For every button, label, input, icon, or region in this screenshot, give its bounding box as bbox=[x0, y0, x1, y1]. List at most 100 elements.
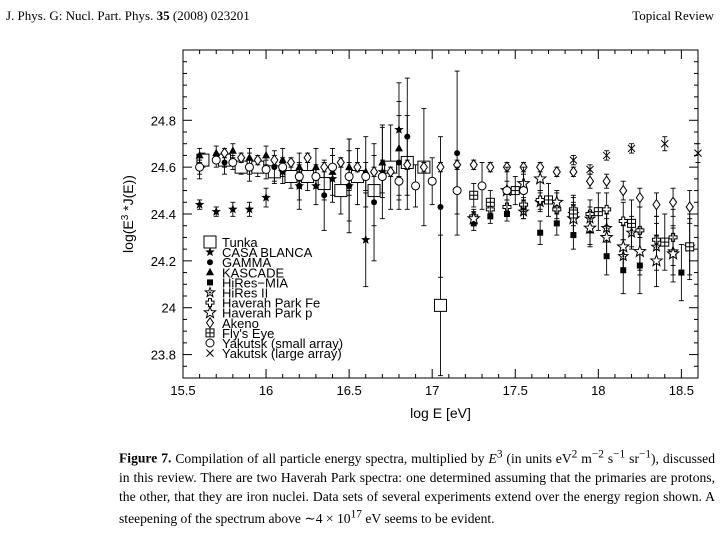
data-point bbox=[360, 234, 371, 244]
data-point bbox=[602, 204, 612, 214]
running-header-section: Topical Review bbox=[632, 8, 714, 23]
data-point bbox=[569, 165, 578, 178]
data-point bbox=[652, 198, 661, 211]
data-point bbox=[485, 197, 495, 207]
x-tick-label: 16.5 bbox=[336, 383, 361, 398]
series-cross bbox=[569, 136, 702, 175]
data-point bbox=[536, 161, 545, 174]
data-point bbox=[602, 151, 611, 160]
legend-label: GAMMA bbox=[222, 255, 271, 270]
data-point bbox=[311, 172, 321, 182]
data-point bbox=[228, 204, 238, 214]
data-point bbox=[386, 165, 395, 178]
journal-name: J. Phys. G: Nucl. Part. Phys. bbox=[6, 8, 154, 23]
data-point bbox=[427, 176, 437, 186]
data-point bbox=[221, 159, 228, 166]
legend-marker bbox=[206, 349, 214, 357]
data-point bbox=[244, 162, 254, 172]
data-point bbox=[278, 162, 288, 172]
data-point bbox=[618, 216, 628, 226]
legend-label: HiRes II bbox=[222, 286, 268, 301]
data-point bbox=[294, 172, 304, 182]
data-point bbox=[486, 161, 495, 174]
data-point bbox=[436, 161, 445, 174]
data-point bbox=[211, 206, 221, 216]
data-point bbox=[477, 181, 487, 191]
x-tick-label: 15.5 bbox=[170, 383, 195, 398]
data-point bbox=[195, 150, 204, 159]
legend-marker bbox=[202, 305, 218, 319]
data-point bbox=[666, 246, 681, 260]
data-point bbox=[519, 186, 529, 196]
legend-label: Akeno bbox=[222, 316, 259, 331]
data-point bbox=[244, 204, 255, 214]
data-point bbox=[452, 186, 462, 196]
data-point bbox=[237, 151, 246, 164]
data-point bbox=[537, 229, 544, 236]
data-point bbox=[685, 201, 694, 213]
data-point bbox=[394, 176, 404, 186]
legend-marker bbox=[205, 247, 215, 257]
y-tick-label: 24.4 bbox=[151, 207, 176, 222]
data-point bbox=[261, 164, 271, 174]
axis-ticks bbox=[182, 50, 698, 378]
legend-marker bbox=[205, 328, 215, 338]
data-point bbox=[228, 146, 237, 154]
data-point bbox=[253, 154, 262, 166]
data-point bbox=[569, 156, 578, 164]
data-point bbox=[694, 149, 702, 157]
article-year-number: (2008) 023201 bbox=[172, 8, 250, 23]
data-point bbox=[553, 220, 560, 227]
legend-label: Yakutsk (small array) bbox=[222, 336, 343, 351]
data-point bbox=[678, 269, 685, 276]
legend-label: Fly's Eye bbox=[222, 326, 274, 341]
y-axis-label: log(E3 *J(E)) bbox=[120, 175, 136, 253]
data-point bbox=[328, 162, 338, 172]
legend-label: Haverah Park Fe bbox=[222, 296, 320, 311]
y-tick-label: 24.6 bbox=[151, 160, 176, 175]
legend-label: Tunka bbox=[222, 235, 258, 250]
data-point bbox=[320, 161, 329, 174]
figure-label: Figure 7. bbox=[119, 450, 172, 466]
data-point bbox=[271, 164, 278, 171]
figure-caption-text: Compilation of all particle energy spect… bbox=[119, 448, 715, 527]
y-tick-label: 24.2 bbox=[151, 254, 176, 269]
x-tick-label: 18.5 bbox=[669, 383, 694, 398]
running-header-citation: J. Phys. G: Nucl. Part. Phys. 35 (2008) … bbox=[6, 8, 250, 24]
data-point bbox=[353, 161, 362, 174]
data-point bbox=[632, 244, 647, 258]
data-point bbox=[533, 171, 548, 185]
data-point bbox=[627, 144, 636, 153]
data-point bbox=[286, 156, 296, 169]
data-point bbox=[371, 199, 378, 206]
data-point bbox=[261, 192, 271, 202]
y-tick-label: 23.8 bbox=[151, 348, 176, 363]
legend-label: CASA BLANCA bbox=[222, 245, 313, 260]
data-point bbox=[394, 143, 403, 152]
data-point bbox=[334, 184, 348, 198]
data-point bbox=[593, 207, 603, 217]
journal-volume: 35 bbox=[156, 8, 170, 23]
data-point bbox=[535, 195, 545, 205]
data-point bbox=[321, 192, 328, 199]
legend-marker bbox=[206, 267, 214, 276]
legend-marker bbox=[207, 279, 213, 286]
data-point bbox=[419, 161, 428, 174]
data-point bbox=[466, 211, 481, 225]
x-tick-label: 18 bbox=[591, 383, 605, 398]
data-point bbox=[454, 150, 461, 157]
data-point bbox=[616, 239, 631, 253]
data-point bbox=[404, 133, 411, 140]
data-point bbox=[635, 191, 644, 204]
data-point bbox=[245, 153, 254, 161]
data-point bbox=[361, 172, 371, 182]
data-point bbox=[434, 298, 447, 312]
x-tick-label: 17.5 bbox=[503, 383, 528, 398]
legend-label: HiRes−MIA bbox=[222, 275, 288, 290]
data-point bbox=[660, 139, 669, 148]
data-point bbox=[568, 209, 578, 219]
data-series bbox=[194, 70, 702, 377]
data-point bbox=[570, 232, 577, 239]
legend-marker bbox=[207, 259, 213, 266]
data-point bbox=[586, 165, 594, 174]
